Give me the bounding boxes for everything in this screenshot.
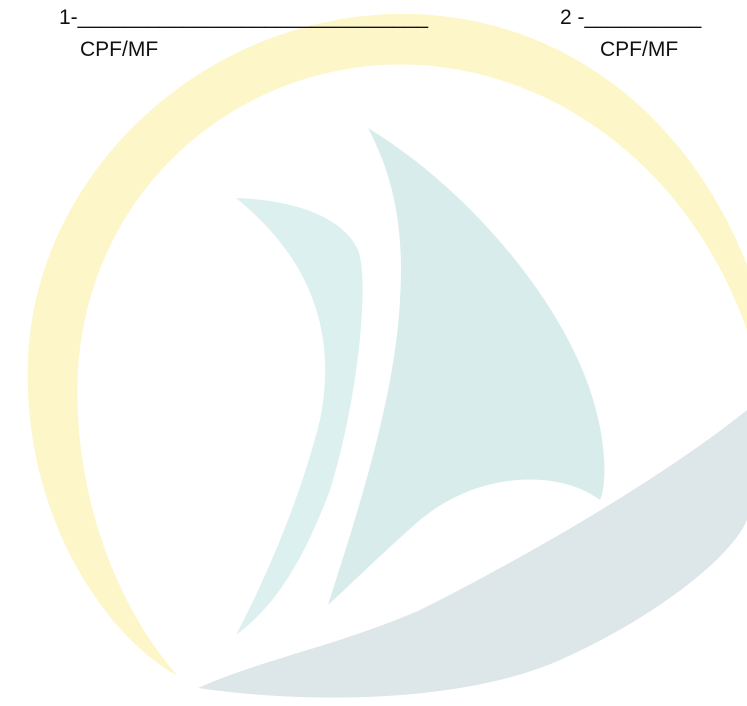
- watermark-sail-left: [236, 198, 363, 635]
- signature-line-1: 1-______________________________: [59, 6, 429, 29]
- signature-line-2: 2 -__________: [560, 6, 702, 29]
- cpf-label-1: CPF/MF: [80, 38, 159, 61]
- watermark-sail-right: [328, 128, 605, 605]
- watermark-wave: [198, 410, 747, 698]
- cpf-label-2: CPF/MF: [600, 38, 679, 61]
